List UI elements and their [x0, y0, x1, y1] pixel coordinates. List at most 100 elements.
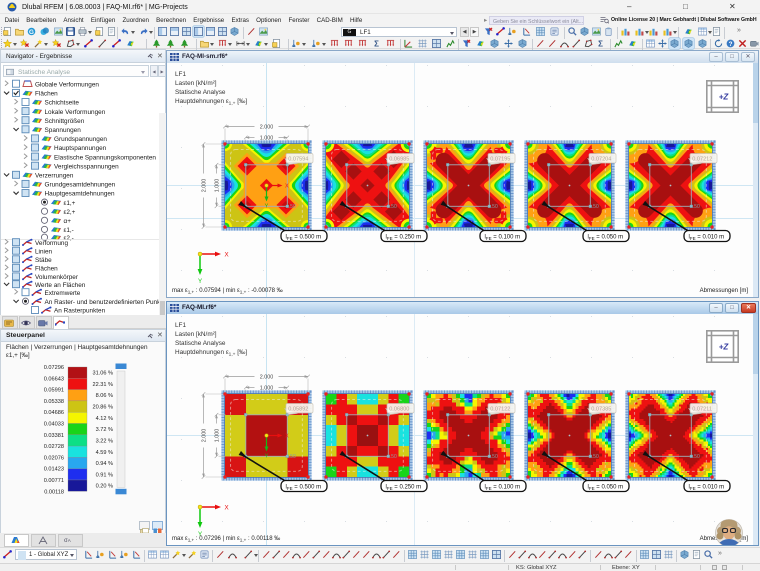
svg-text:Lasten [kN/m²]: Lasten [kN/m²] — [175, 331, 217, 338]
svg-text:2.000: 2.000 — [202, 179, 208, 193]
svg-text:0.06643: 0.06643 — [44, 376, 64, 382]
svg-text:Schichtseite: Schichtseite — [45, 100, 80, 107]
svg-text:lFE = 0.100 m: lFE = 0.100 m — [485, 485, 521, 492]
svg-text:An Rasterpunkten: An Rasterpunkten — [54, 308, 106, 315]
svg-text:0.07195: 0.07195 — [490, 157, 510, 163]
svg-text:2.000: 2.000 — [260, 125, 274, 131]
svg-text:ε2,-: ε2,- — [64, 235, 74, 242]
svg-text:ε1,-: ε1,- — [64, 227, 74, 234]
svg-text:lFE = 0.010 m: lFE = 0.010 m — [689, 235, 725, 242]
svg-text:.50: .50 — [390, 454, 397, 460]
svg-text:max ε1,+ : 0.07594 | min ε1,+: max ε1,+ : 0.07594 | min ε1,+ : -0.00078… — [172, 288, 283, 294]
svg-text:Statische Analyse: Statische Analyse — [175, 89, 226, 96]
svg-text:2.000: 2.000 — [260, 375, 274, 381]
svg-text:Y: Y — [198, 531, 202, 538]
svg-text:31.06 %: 31.06 % — [92, 371, 113, 377]
svg-text:X: X — [285, 434, 289, 440]
svg-text:0.94 %: 0.94 % — [96, 461, 113, 467]
svg-text:.50: .50 — [289, 204, 296, 210]
svg-text:Volumenkörper: Volumenkörper — [35, 274, 79, 281]
svg-text:0.07204: 0.07204 — [591, 157, 611, 163]
svg-text:X: X — [285, 184, 289, 190]
svg-text:Lasten [kN/m²]: Lasten [kN/m²] — [175, 80, 217, 87]
svg-text:max ε1,+ : 0.07296 | min ε1,+: max ε1,+ : 0.07296 | min ε1,+ : 0.00118 … — [172, 536, 280, 542]
svg-text:Elastische Spannungskomponente: Elastische Spannungskomponenten — [54, 154, 156, 161]
svg-text:Hauptgesamtdehnungen: Hauptgesamtdehnungen — [45, 191, 115, 198]
svg-text:4.12 %: 4.12 % — [96, 416, 113, 422]
svg-text:8.06 %: 8.06 % — [96, 393, 113, 399]
svg-text:20.86 %: 20.86 % — [92, 405, 113, 411]
svg-text:0.00118: 0.00118 — [44, 489, 64, 495]
svg-text:.50: .50 — [592, 204, 599, 210]
svg-text:?: ? — [729, 41, 733, 48]
svg-text:Y: Y — [198, 278, 202, 285]
svg-text:Σ: Σ — [374, 40, 379, 49]
svg-text:lFE = 0.500 m: lFE = 0.500 m — [286, 235, 322, 242]
svg-text:0.06800: 0.06800 — [389, 407, 409, 413]
svg-text:lFE = 0.010 m: lFE = 0.010 m — [689, 485, 725, 492]
svg-text:0.02728: 0.02728 — [44, 444, 64, 450]
svg-text:0.91 %: 0.91 % — [96, 472, 113, 478]
svg-text:Lokale Verformungen: Lokale Verformungen — [45, 109, 106, 116]
svg-text:.50: .50 — [592, 454, 599, 460]
svg-text:0.03381: 0.03381 — [44, 433, 64, 439]
svg-text:0.05338: 0.05338 — [44, 399, 64, 405]
svg-text:G: G — [29, 29, 34, 36]
svg-text:0.07385: 0.07385 — [591, 407, 611, 413]
svg-text:Flächen: Flächen — [35, 91, 58, 98]
svg-text:Grundspannungen: Grundspannungen — [54, 136, 107, 143]
svg-text:.50: .50 — [491, 454, 498, 460]
svg-text:+Z: +Z — [719, 93, 730, 102]
svg-text:Stäbe: Stäbe — [35, 257, 52, 264]
svg-text:Globale Verformungen: Globale Verformungen — [35, 81, 99, 88]
svg-text:.50: .50 — [390, 204, 397, 210]
svg-text:ε2,+: ε2,+ — [64, 209, 76, 216]
svg-text:Flächen: Flächen — [35, 266, 58, 273]
svg-text:An Raster- und benutzerdefinie: An Raster- und benutzerdefinierten Punkt… — [45, 299, 160, 306]
svg-text:.50: .50 — [491, 204, 498, 210]
svg-text:Y: Y — [265, 454, 269, 460]
svg-text:3.22 %: 3.22 % — [96, 439, 113, 445]
svg-text:lFE = 0.250 m: lFE = 0.250 m — [386, 235, 422, 242]
svg-text:0.20 %: 0.20 % — [96, 484, 113, 490]
svg-text:0.04033: 0.04033 — [44, 422, 64, 428]
svg-text:+Z: +Z — [719, 343, 730, 352]
svg-text:lFE = 0.500 m: lFE = 0.500 m — [286, 485, 322, 492]
svg-text:0.07212: 0.07212 — [692, 157, 712, 163]
svg-text:Verformung: Verformung — [35, 240, 68, 247]
svg-text:Statische Analyse: Statische Analyse — [175, 340, 226, 347]
svg-text:lFE = 0.050 m: lFE = 0.050 m — [588, 485, 624, 492]
svg-text:1.000: 1.000 — [260, 386, 274, 392]
svg-text:lFE = 0.050 m: lFE = 0.050 m — [588, 235, 624, 242]
svg-text:0.07122: 0.07122 — [490, 407, 510, 413]
svg-text:0.02076: 0.02076 — [44, 455, 64, 461]
svg-text:0.07296: 0.07296 — [44, 365, 64, 371]
svg-text:0.04686: 0.04686 — [44, 410, 64, 416]
svg-text:Hauptspannungen: Hauptspannungen — [54, 145, 107, 152]
svg-text:Abmessungen [m]: Abmessungen [m] — [700, 288, 749, 294]
svg-text:22.31 %: 22.31 % — [92, 382, 113, 388]
svg-text:.50: .50 — [693, 204, 700, 210]
svg-text:0.07211: 0.07211 — [692, 407, 712, 413]
svg-text:.50: .50 — [693, 454, 700, 460]
svg-text:Grundgesamtdehnungen: Grundgesamtdehnungen — [45, 182, 116, 189]
svg-text:X: X — [225, 252, 229, 259]
svg-text:Verzerrungen: Verzerrungen — [35, 173, 74, 180]
svg-text:1.000: 1.000 — [215, 429, 221, 443]
svg-text:0.01423: 0.01423 — [44, 467, 64, 473]
svg-text:α+: α+ — [64, 218, 72, 225]
svg-text:Werte an Flächen: Werte an Flächen — [35, 282, 86, 289]
svg-text:0.00771: 0.00771 — [44, 478, 64, 484]
svg-text:LF1: LF1 — [175, 71, 186, 78]
svg-text:1.000: 1.000 — [215, 179, 221, 193]
svg-text:3.72 %: 3.72 % — [96, 427, 113, 433]
svg-text:Extremwerte: Extremwerte — [45, 290, 81, 297]
svg-text:1.000: 1.000 — [260, 136, 274, 142]
svg-text:Schnittgrößen: Schnittgrößen — [45, 118, 85, 125]
svg-text:Y: Y — [265, 204, 269, 210]
svg-text:Σ: Σ — [598, 40, 603, 49]
svg-text:lFE = 0.100 m: lFE = 0.100 m — [485, 235, 521, 242]
svg-text:lFE = 0.250 m: lFE = 0.250 m — [386, 485, 422, 492]
svg-text:X: X — [225, 505, 229, 512]
svg-text:2.000: 2.000 — [202, 429, 208, 443]
